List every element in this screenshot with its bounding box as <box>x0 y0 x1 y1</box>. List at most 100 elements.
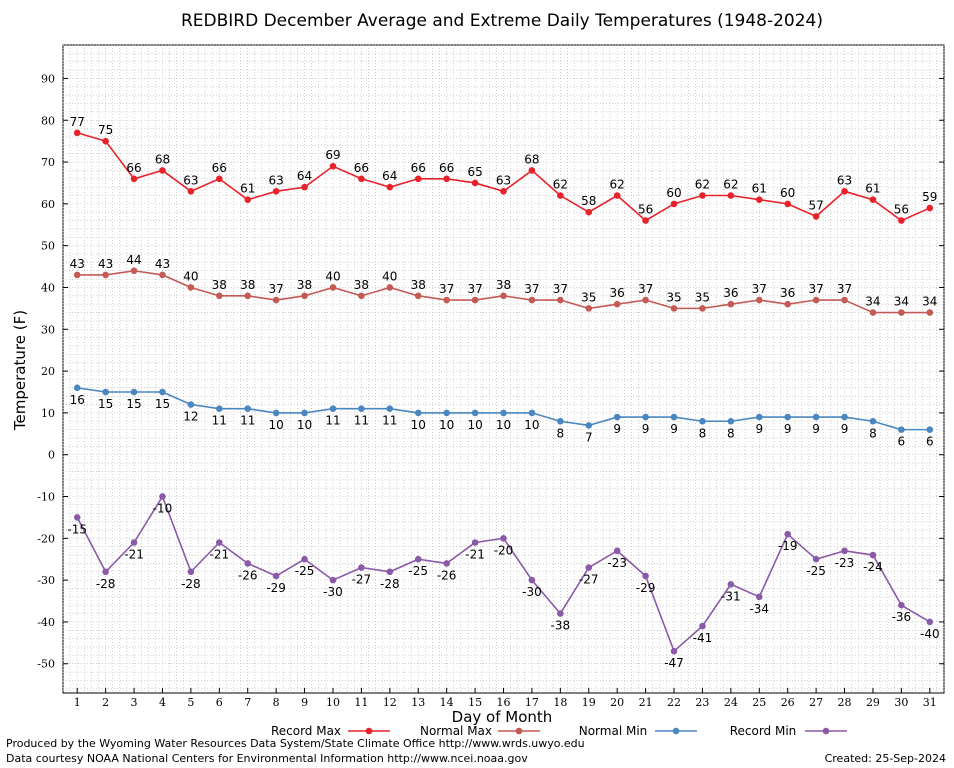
data-point <box>557 417 564 425</box>
x-tick-label: 18 <box>553 696 567 709</box>
data-label: 37 <box>752 282 767 296</box>
x-tick-label: 16 <box>497 696 511 709</box>
legend-item: Record Min <box>730 724 847 738</box>
x-tick-label: 9 <box>301 696 308 709</box>
footer-produced-by: Produced by the Wyoming Water Resources … <box>6 737 585 750</box>
data-label: 36 <box>610 286 625 300</box>
data-point <box>841 296 848 304</box>
data-point <box>699 417 706 425</box>
data-point <box>187 188 195 195</box>
data-point <box>926 426 934 433</box>
data-label: 60 <box>666 186 681 200</box>
data-label: 15 <box>98 397 113 411</box>
data-label: -30 <box>522 585 542 599</box>
data-label: 10 <box>496 418 511 432</box>
data-label: 34 <box>865 295 880 309</box>
data-label: -36 <box>892 610 912 624</box>
data-label: 62 <box>553 178 568 192</box>
data-point <box>613 192 621 199</box>
legend-label: Normal Min <box>579 724 648 738</box>
data-label: 37 <box>553 282 568 296</box>
x-tick-label: 11 <box>354 696 368 709</box>
data-point <box>102 137 109 145</box>
data-point <box>471 409 479 417</box>
data-label: -41 <box>693 631 713 645</box>
data-point <box>216 292 223 300</box>
data-label: 58 <box>581 194 596 208</box>
x-tick-label: 21 <box>639 696 653 709</box>
y-tick-label: 50 <box>41 240 55 253</box>
data-label: -28 <box>181 577 201 591</box>
data-label: 10 <box>524 418 539 432</box>
footer-data-courtesy: Data courtesy NOAA National Centers for … <box>6 752 528 765</box>
data-point <box>784 300 791 308</box>
data-point <box>557 192 564 199</box>
data-point <box>244 196 252 203</box>
data-label: 11 <box>382 414 397 428</box>
data-point <box>699 622 706 630</box>
data-label: 66 <box>411 161 426 175</box>
data-label: 37 <box>524 282 539 296</box>
data-point <box>301 555 308 563</box>
data-label: 8 <box>727 426 735 440</box>
data-point <box>585 208 593 216</box>
data-point <box>841 413 848 421</box>
data-point <box>699 192 706 199</box>
x-tick-label: 7 <box>244 696 251 709</box>
data-label: 9 <box>755 422 763 436</box>
data-label: 11 <box>240 414 255 428</box>
data-label: -40 <box>920 627 940 641</box>
data-point <box>869 551 877 559</box>
legend-swatch-marker <box>822 727 830 735</box>
data-label: 75 <box>98 123 113 137</box>
data-label: 62 <box>610 178 625 192</box>
data-label: -28 <box>380 577 400 591</box>
data-label: 40 <box>382 269 397 283</box>
data-label: 11 <box>325 414 340 428</box>
data-label: -24 <box>863 560 883 574</box>
data-label: -21 <box>210 547 230 561</box>
data-point <box>727 581 735 588</box>
data-label: -26 <box>437 568 457 582</box>
data-label: -38 <box>551 619 571 633</box>
data-label: 37 <box>808 282 823 296</box>
data-point <box>187 401 195 408</box>
data-point <box>670 413 678 421</box>
data-point <box>244 405 252 413</box>
data-label: 37 <box>439 282 454 296</box>
data-label: 59 <box>922 190 937 204</box>
y-tick-label: 70 <box>41 156 55 169</box>
data-point <box>812 213 820 220</box>
x-tick-label: 12 <box>383 696 397 709</box>
legend-swatch-marker <box>365 727 373 735</box>
data-point <box>159 388 166 396</box>
data-point <box>585 422 593 429</box>
data-label: 34 <box>894 295 909 309</box>
y-axis-label: Temperature (F) <box>11 310 29 431</box>
data-point <box>443 560 450 567</box>
data-point <box>812 296 820 304</box>
data-point <box>386 405 394 413</box>
data-label: -25 <box>806 564 826 578</box>
x-tick-label: 31 <box>923 696 937 709</box>
data-label: -20 <box>494 543 514 557</box>
data-point <box>755 593 763 601</box>
data-label: -29 <box>636 581 656 595</box>
data-point <box>130 539 138 546</box>
x-tick-label: 6 <box>216 696 223 709</box>
legend-swatch-marker <box>515 727 523 735</box>
data-point <box>159 493 166 500</box>
data-point <box>443 175 450 183</box>
data-label: 15 <box>126 397 141 411</box>
data-label: 38 <box>496 278 511 292</box>
data-point <box>386 183 394 191</box>
legend-item: Normal Min <box>579 724 697 738</box>
data-point <box>272 572 280 580</box>
data-label: 35 <box>695 290 710 304</box>
data-point <box>642 217 649 224</box>
data-point <box>102 388 109 396</box>
data-point <box>216 175 223 183</box>
data-point <box>358 564 365 571</box>
legend: Record Max Normal Max Normal Min Record Min <box>271 724 847 738</box>
data-label: 64 <box>382 169 397 183</box>
